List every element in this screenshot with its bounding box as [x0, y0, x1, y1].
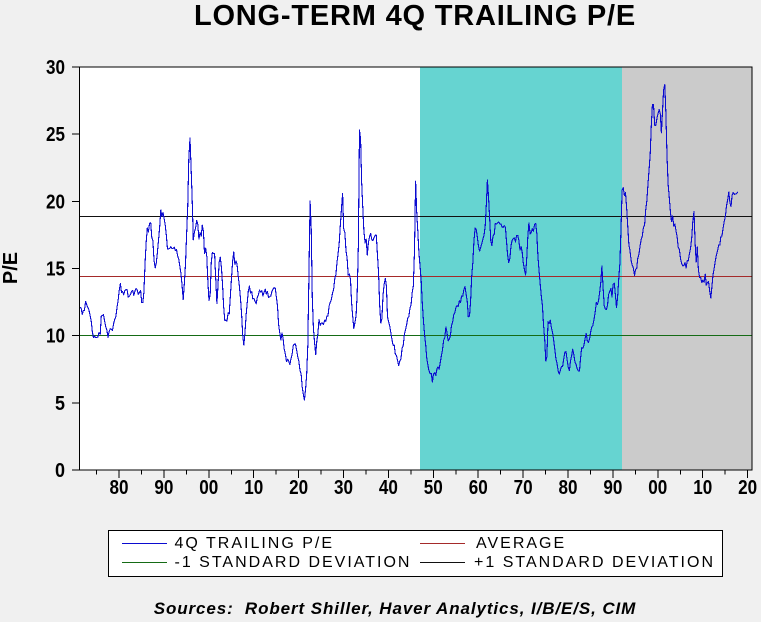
svg-text:5: 5: [55, 393, 65, 415]
svg-text:20: 20: [46, 191, 65, 213]
svg-text:15: 15: [46, 259, 65, 281]
svg-text:90: 90: [603, 477, 622, 499]
svg-text:10: 10: [46, 326, 65, 348]
svg-text:10: 10: [693, 477, 712, 499]
svg-text:00: 00: [199, 477, 218, 499]
svg-text:50: 50: [424, 477, 443, 499]
svg-text:30: 30: [334, 477, 353, 499]
svg-text:20: 20: [289, 477, 308, 499]
svg-text:40: 40: [379, 477, 398, 499]
svg-text:80: 80: [559, 477, 578, 499]
svg-text:P/E: P/E: [0, 252, 22, 284]
svg-text:90: 90: [154, 477, 173, 499]
svg-text:60: 60: [469, 477, 488, 499]
svg-text:80: 80: [110, 477, 129, 499]
svg-text:10: 10: [244, 477, 263, 499]
svg-text:00: 00: [648, 477, 667, 499]
svg-text:70: 70: [514, 477, 533, 499]
svg-text:20: 20: [738, 477, 757, 499]
svg-text:25: 25: [46, 124, 65, 146]
svg-text:0: 0: [55, 460, 65, 482]
svg-text:30: 30: [46, 57, 65, 79]
